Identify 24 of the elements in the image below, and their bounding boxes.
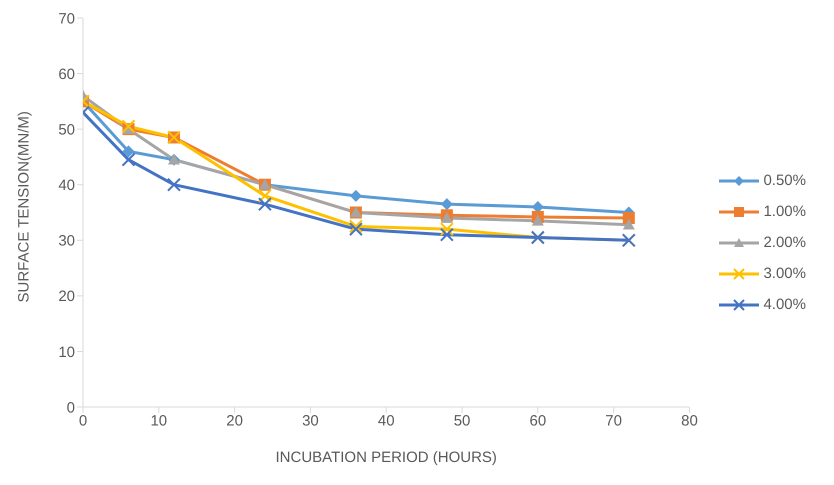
x-tick-label: 60 bbox=[529, 412, 546, 430]
legend-label: 3.00% bbox=[763, 265, 806, 282]
x-tick-label: 70 bbox=[605, 412, 622, 430]
y-tick-label: 70 bbox=[58, 10, 75, 28]
x-tick-label: 30 bbox=[302, 412, 319, 430]
y-tick-label: 0 bbox=[66, 399, 75, 416]
x-tick-label: 50 bbox=[454, 412, 470, 430]
y-tick-label: 10 bbox=[58, 344, 75, 361]
y-tick-label: 20 bbox=[58, 288, 75, 306]
y-tick-label: 60 bbox=[58, 66, 75, 83]
x-tick-label: 40 bbox=[378, 412, 395, 430]
legend-label: 0.50% bbox=[763, 172, 806, 189]
y-tick-label: 40 bbox=[58, 177, 75, 194]
x-tick-label: 10 bbox=[150, 412, 168, 430]
legend-label: 1.00% bbox=[763, 203, 806, 220]
y-tick-label: 30 bbox=[58, 232, 75, 250]
x-axis-title: INCUBATION PERIOD (HOURS) bbox=[276, 449, 497, 466]
y-axis-title: SURFACE TENSION(MN/M) bbox=[15, 111, 32, 302]
x-tick-label: 0 bbox=[78, 412, 88, 430]
legend-label: 4.00% bbox=[763, 296, 806, 313]
x-tick-label: 20 bbox=[226, 412, 243, 430]
x-tick-label: 80 bbox=[681, 412, 698, 430]
y-tick-label: 50 bbox=[58, 121, 75, 138]
legend-label: 2.00% bbox=[763, 234, 806, 251]
